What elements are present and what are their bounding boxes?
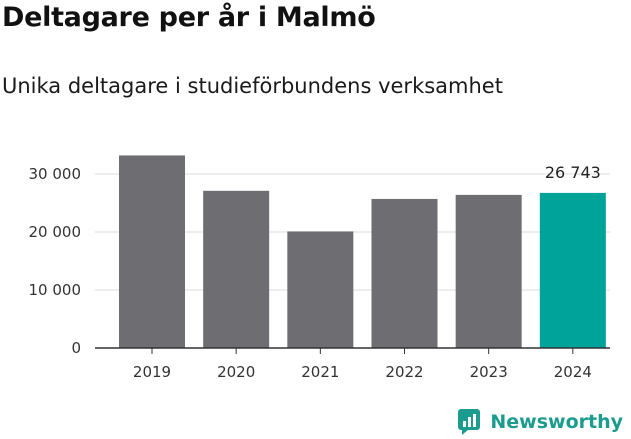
bar-2022	[371, 198, 438, 348]
bar-2019	[119, 155, 185, 348]
bar-2024	[539, 192, 606, 348]
x-tick-label: 2020	[217, 363, 255, 381]
x-tick-label: 2021	[301, 363, 339, 381]
x-tick-label: 2022	[385, 363, 423, 381]
y-tick-label: 20 000	[29, 223, 82, 241]
newsworthy-logo-icon	[458, 409, 481, 435]
y-tick-label: 10 000	[29, 281, 82, 299]
brand: Newsworthy	[458, 409, 623, 435]
data-label: 26 743	[545, 163, 601, 182]
bar-2021	[287, 231, 354, 348]
y-tick-label: 0	[71, 339, 81, 357]
y-tick-label: 30 000	[29, 165, 82, 183]
brand-name: Newsworthy	[490, 411, 623, 433]
bar-2020	[203, 190, 270, 348]
chart-title: Deltagare per år i Malmö	[2, 2, 376, 33]
x-tick-label: 2024	[554, 363, 592, 381]
x-tick-label: 2023	[470, 363, 508, 381]
bar-2023	[455, 194, 522, 348]
x-tick-label: 2019	[133, 363, 171, 381]
bar-chart: 0 10 000 20 000 30 000 2019 2020 2021 2022 2023 2…	[29, 155, 610, 381]
chart-subtitle: Unika deltagare i studieförbundens verks…	[2, 74, 503, 98]
